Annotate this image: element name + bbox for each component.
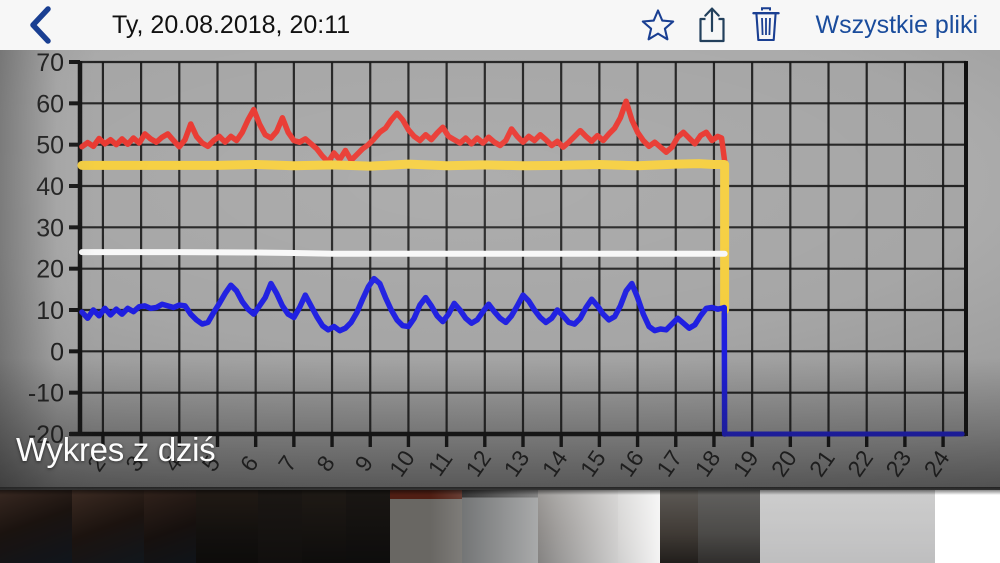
svg-text:12: 12 (460, 445, 496, 481)
share-button[interactable] (685, 3, 739, 47)
svg-text:14: 14 (537, 445, 573, 481)
thumbnail-item[interactable] (760, 490, 935, 563)
page-title: Ty, 20.08.2018, 20:11 (112, 10, 351, 39)
svg-text:30: 30 (36, 214, 64, 242)
thumbnail-item[interactable] (144, 490, 196, 563)
thumbnail-dim-overlay (302, 490, 346, 563)
thumbnail-item[interactable] (258, 490, 302, 563)
thumbnail-dim-overlay (346, 490, 390, 563)
back-button[interactable] (18, 3, 62, 47)
thumbnail-dim-overlay (462, 490, 538, 563)
svg-text:17: 17 (651, 445, 687, 481)
chevron-left-icon (28, 6, 52, 44)
delete-button[interactable] (739, 3, 793, 47)
thumbnail-dim-overlay (0, 490, 72, 563)
svg-text:70: 70 (36, 50, 64, 77)
svg-text:10: 10 (384, 445, 420, 481)
svg-text:8: 8 (311, 451, 340, 476)
thumbnail-dim-overlay (258, 490, 302, 563)
thumbnail-item[interactable] (618, 490, 698, 563)
svg-text:18: 18 (689, 445, 725, 481)
svg-text:0: 0 (50, 338, 64, 366)
thumbnail-item[interactable] (72, 490, 144, 563)
svg-text:40: 40 (36, 173, 64, 201)
thumbnail-item[interactable] (390, 490, 462, 563)
svg-text:6: 6 (235, 451, 264, 476)
thumbnail-dim-overlay (72, 490, 144, 563)
thumbnail-filmstrip[interactable] (0, 490, 1000, 563)
thumbnail-dim-overlay (760, 490, 935, 563)
svg-text:60: 60 (36, 90, 64, 118)
svg-text:50: 50 (36, 132, 64, 160)
svg-text:11: 11 (423, 446, 458, 480)
chart-photo[interactable]: -20 -10 0 10 20 30 40 50 60 70 2 3 4 5 6 7 8 9 10 11 12 13 14 1… (0, 50, 1000, 490)
thumbnail-item[interactable] (196, 490, 258, 563)
svg-text:13: 13 (498, 445, 534, 481)
thumbnail-list (0, 490, 935, 563)
svg-text:19: 19 (728, 445, 764, 481)
trash-icon (750, 6, 782, 44)
thumbnail-dim-overlay (390, 490, 462, 563)
navigation-bar: Ty, 20.08.2018, 20:11 (0, 0, 1000, 50)
svg-text:9: 9 (349, 451, 378, 476)
favorite-button[interactable] (631, 3, 685, 47)
thumbnail-dim-overlay (618, 490, 698, 563)
thumbnail-item[interactable] (462, 490, 538, 563)
svg-text:10: 10 (36, 297, 64, 325)
svg-text:22: 22 (842, 445, 878, 481)
thumbnail-dim-overlay (698, 490, 760, 563)
svg-text:20: 20 (36, 256, 64, 284)
svg-text:24: 24 (919, 445, 955, 481)
svg-text:16: 16 (613, 445, 649, 481)
thumbnail-dim-overlay (538, 490, 618, 563)
thumbnail-dim-overlay (144, 490, 196, 563)
thumbnail-item[interactable] (538, 490, 618, 563)
thumbnail-item[interactable] (302, 490, 346, 563)
thumbnail-item[interactable] (698, 490, 760, 563)
favorite-star-icon (640, 8, 676, 42)
all-files-link[interactable]: Wszystkie pliki (815, 10, 978, 39)
svg-text:23: 23 (880, 445, 916, 481)
svg-text:15: 15 (575, 445, 611, 481)
share-icon (696, 6, 728, 44)
thumbnail-dim-overlay (196, 490, 258, 563)
thumbnail-item[interactable] (346, 490, 390, 563)
thumbnail-item[interactable] (0, 490, 72, 563)
svg-text:20: 20 (766, 445, 802, 481)
photo-caption: Wykres z dziś (16, 431, 216, 468)
svg-text:-10: -10 (28, 380, 64, 408)
svg-text:7: 7 (273, 451, 302, 476)
svg-text:21: 21 (804, 445, 840, 481)
